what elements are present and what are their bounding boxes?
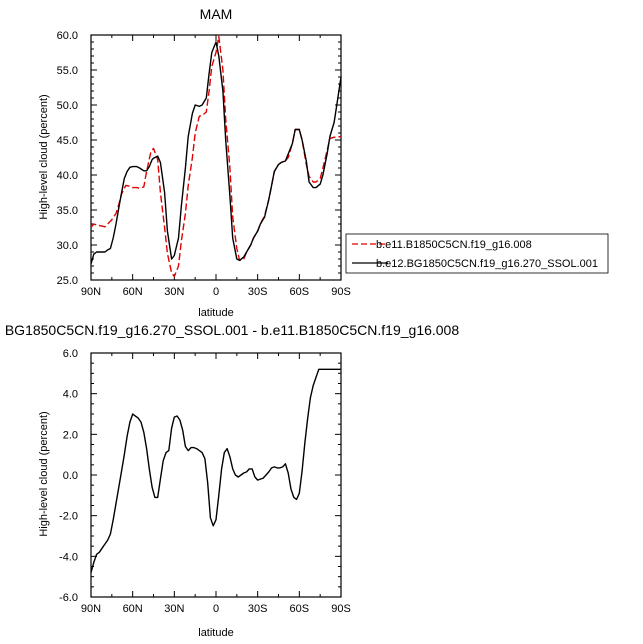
bottom-chart-y-tick-label: -4.0 <box>59 551 78 563</box>
bottom-chart-x-tick-label: 30S <box>248 603 268 615</box>
legend-label-experiment: b.e12.BG1850C5CN.f19_g16.270_SSOL.001 <box>376 258 598 270</box>
top-chart-y-tick-label: 55.0 <box>57 65 78 77</box>
bottom-chart-frame <box>90 352 342 598</box>
top-chart-y-tick-label: 50.0 <box>57 100 78 112</box>
top-chart-y-tick-label: 35.0 <box>57 205 78 217</box>
bottom-chart-title: BG1850C5CN.f19_g16.270_SSOL.001 - b.e11.… <box>5 322 460 338</box>
bottom-chart-y-tick-label: 4.0 <box>63 389 78 401</box>
top-chart-y-tick-label: 30.0 <box>57 240 78 252</box>
top-chart-x-tick-label: 30S <box>248 286 268 298</box>
top-chart-y-tick-label: 45.0 <box>57 135 78 147</box>
legend-box <box>345 233 609 274</box>
bottom-chart-x-tick-label: 60S <box>290 603 310 615</box>
top-chart-y-tick-label: 40.0 <box>57 170 78 182</box>
top-chart-series-line-2 <box>90 41 342 265</box>
top-chart-y-tick-label: 60.0 <box>57 30 78 42</box>
top-chart-y-axis-title: High-level cloud (percent) <box>38 94 50 219</box>
bottom-chart-y-tick-label: 6.0 <box>63 348 78 360</box>
bottom-chart-series-line-1 <box>90 368 341 573</box>
bottom-chart-y-tick-label: 0.0 <box>63 470 78 482</box>
bottom-difference-chart: BG1850C5CN.f19_g16.270_SSOL.001 - b.e11.… <box>5 322 460 639</box>
top-chart-x-tick-label: 0 <box>213 286 219 298</box>
bottom-chart-x-tick-label: 90N <box>81 603 101 615</box>
bottom-chart-y-tick-label: -2.0 <box>59 511 78 523</box>
top-chart-x-tick-label: 60S <box>290 286 310 298</box>
bottom-chart-x-tick-label: 60N <box>123 603 143 615</box>
top-chart-x-tick-label: 30N <box>164 286 184 298</box>
top-chart-x-tick-label: 90S <box>331 286 351 298</box>
bottom-chart-x-axis-title: latitude <box>198 627 233 639</box>
bottom-chart-y-tick-label: -6.0 <box>59 592 78 604</box>
top-chart-x-axis-title: latitude <box>198 307 233 319</box>
bottom-chart-y-tick-label: 2.0 <box>63 429 78 441</box>
top-chart-x-tick-label: 60N <box>123 286 143 298</box>
bottom-chart-x-tick-label: 0 <box>213 603 219 615</box>
bottom-chart-x-tick-label: 90S <box>331 603 351 615</box>
legend-label-control: b.e11.B1850C5CN.f19_g16.008 <box>376 239 532 251</box>
top-chart-frame <box>90 34 342 281</box>
top-chart-series-line-1 <box>90 35 342 278</box>
top-chart-title: MAM <box>200 6 233 22</box>
top-chart-y-tick-label: 25.0 <box>57 275 78 287</box>
bottom-chart-x-tick-label: 30N <box>164 603 184 615</box>
top-chart-legend: b.e11.B1850C5CN.f19_g16.008 b.e12.BG1850… <box>345 233 609 274</box>
bottom-chart-y-axis-title: High-level cloud (percent) <box>38 411 50 536</box>
top-line-chart: MAM latitude High-level cloud (percent) … <box>38 6 351 319</box>
top-chart-x-tick-label: 90N <box>81 286 101 298</box>
